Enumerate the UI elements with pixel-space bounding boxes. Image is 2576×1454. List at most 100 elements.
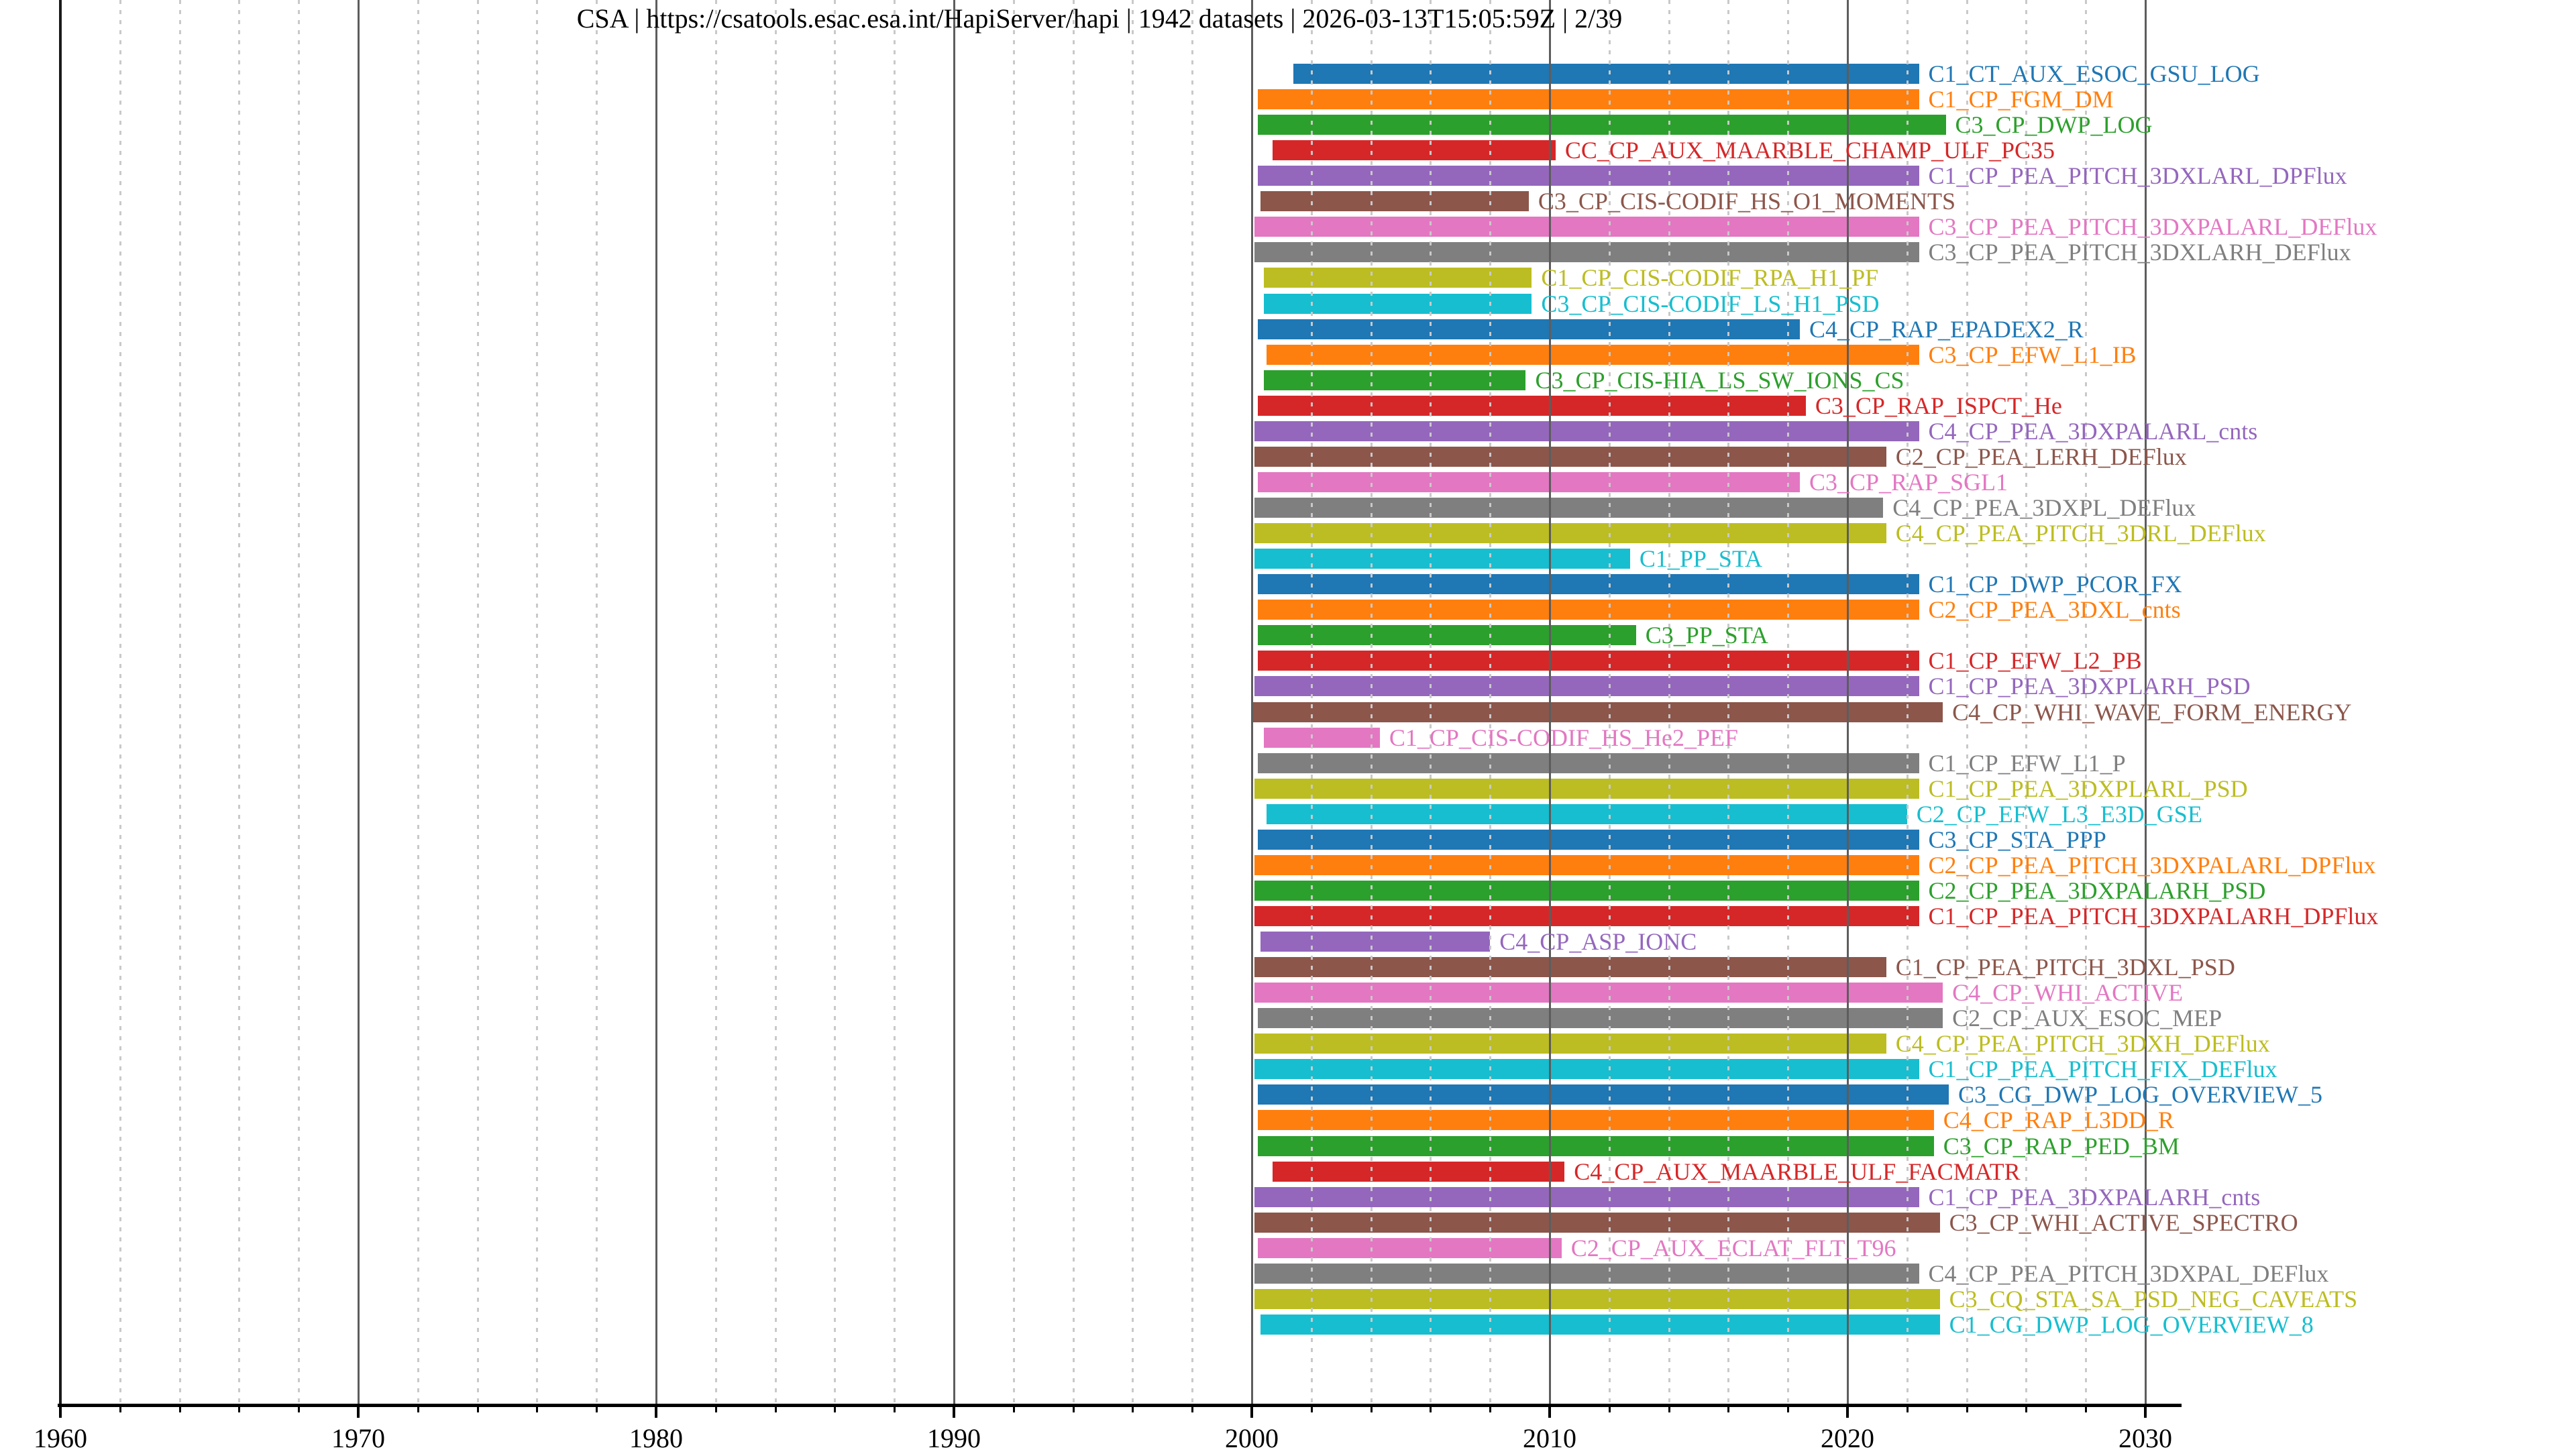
minor-gridline <box>1489 0 1492 1404</box>
dataset-label: C2_CP_AUX_ESOC_MEP <box>1952 1005 2222 1032</box>
minor-gridline <box>774 0 777 1404</box>
decade-gridline <box>1251 0 1253 1404</box>
minor-tick <box>536 1404 539 1412</box>
dataset-bar <box>1254 676 1919 697</box>
dataset-bar <box>1254 421 1919 441</box>
dataset-label: C3_CP_EFW_L1_IB <box>1928 341 2137 368</box>
dataset-bar <box>1260 191 1529 212</box>
dataset-label: C3_CP_CIS-CODIF_HS_O1_MOMENTS <box>1538 188 1956 215</box>
dataset-label: C1_CP_CIS-CODIF_RPA_H1_PF <box>1541 264 1879 292</box>
dataset-label: C4_CP_PEA_3DXPALARL_cnts <box>1928 417 2258 445</box>
dataset-label: C3_CG_DWP_LOG_OVERVIEW_5 <box>1957 1081 2323 1109</box>
dataset-label: C1_CP_PEA_PITCH_3DXL_PSD <box>1895 954 2235 981</box>
dataset-label: C3_CP_RAP_PED_BM <box>1943 1132 2180 1160</box>
dataset-label: C1_CP_PEA_3DXPALARH_cnts <box>1928 1183 2261 1211</box>
minor-gridline <box>894 0 896 1404</box>
x-tick-label: 2020 <box>1821 1423 1874 1453</box>
minor-tick <box>2025 1404 2028 1412</box>
major-tick <box>1846 1404 1849 1418</box>
dataset-bar <box>1257 1008 1943 1029</box>
minor-gridline <box>417 0 419 1404</box>
major-tick <box>1548 1404 1551 1418</box>
dataset-label: C3_CP_STA_PPP <box>1928 826 2106 853</box>
minor-gridline <box>1310 0 1313 1404</box>
x-tick-label: 2030 <box>2118 1423 2172 1453</box>
dataset-label: C1_CT_AUX_ESOC_GSU_LOG <box>1928 60 2260 87</box>
dataset-bar <box>1254 217 1919 237</box>
dataset-label: C1_CP_PEA_PITCH_FIX_DEFlux <box>1928 1056 2277 1083</box>
dataset-label: C3_CP_CIS-CODIF_LS_H1_PSD <box>1541 290 1880 317</box>
dataset-label: C2_CP_PEA_3DXL_cnts <box>1928 596 2181 624</box>
dataset-label: C3_PP_STA <box>1645 622 1768 649</box>
dataset-bar <box>1263 727 1380 748</box>
dataset-bar <box>1273 1161 1565 1182</box>
x-tick-label: 1960 <box>34 1423 87 1453</box>
minor-tick <box>2085 1404 2088 1412</box>
minor-tick <box>1072 1404 1075 1412</box>
dataset-bar <box>1257 574 1919 595</box>
dataset-label: C4_CP_RAP_L3DD_R <box>1943 1107 2174 1134</box>
dataset-label: C1_CP_FGM_DM <box>1928 86 2114 113</box>
dataset-label: C1_CP_PEA_3DXPLARH_PSD <box>1928 673 2251 700</box>
dataset-label: C3_CP_RAP_ISPCT_He <box>1815 392 2062 419</box>
x-tick-label: 1970 <box>331 1423 385 1453</box>
dataset-label: C1_CG_DWP_LOG_OVERVIEW_8 <box>1949 1310 2314 1338</box>
minor-tick <box>834 1404 837 1412</box>
dataset-label: C4_CP_WHI_ACTIVE <box>1952 979 2184 1007</box>
minor-gridline <box>1727 0 1730 1404</box>
dataset-bar <box>1293 64 1919 84</box>
x-tick-label: 2000 <box>1225 1423 1279 1453</box>
dataset-bar <box>1254 549 1630 569</box>
dataset-bar <box>1263 370 1526 390</box>
dataset-bar <box>1254 983 1943 1003</box>
major-tick <box>357 1404 360 1418</box>
dataset-bar <box>1257 115 1946 135</box>
dataset-label: C4_CP_PEA_PITCH_3DXPAL_DEFlux <box>1928 1260 2329 1287</box>
chart-title: CSA | https://csatools.esac.esa.int/Hapi… <box>576 3 1623 34</box>
dataset-label: C4_CP_PEA_PITCH_3DRL_DEFlux <box>1895 520 2266 547</box>
dataset-label: C3_CP_CIS-HIA_LS_SW_IONS_CS <box>1535 366 1904 394</box>
dataset-label: C4_CP_WHI_WAVE_FORM_ENERGY <box>1952 698 2352 726</box>
dataset-bar <box>1257 600 1919 620</box>
minor-gridline <box>119 0 121 1404</box>
dataset-bar <box>1263 268 1532 288</box>
decade-gridline <box>1549 0 1551 1404</box>
dataset-label: C4_CP_PEA_3DXPL_DEFlux <box>1892 494 2196 522</box>
dataset-bar <box>1254 854 1919 875</box>
x-tick-label: 2010 <box>1523 1423 1576 1453</box>
dataset-label: C3_CP_WHI_ACTIVE_SPECTRO <box>1949 1209 2298 1236</box>
minor-tick <box>1787 1404 1790 1412</box>
minor-tick <box>1608 1404 1611 1412</box>
dataset-bar <box>1257 1135 1934 1156</box>
dataset-label: C1_PP_STA <box>1639 545 1763 573</box>
dataset-label: C1_CP_PEA_PITCH_3DXPALARH_DPFlux <box>1928 902 2379 930</box>
dataset-bar <box>1257 395 1806 416</box>
dataset-bar <box>1263 293 1532 314</box>
dataset-bar <box>1257 471 1800 492</box>
dataset-bar <box>1254 1288 1940 1309</box>
minor-tick <box>1906 1404 1909 1412</box>
minor-tick <box>714 1404 717 1412</box>
dataset-bar <box>1254 446 1886 467</box>
minor-tick <box>1966 1404 1968 1412</box>
dataset-label: C3_CP_PEA_PITCH_3DXPALARL_DEFlux <box>1928 213 2377 241</box>
minor-tick <box>1430 1404 1432 1412</box>
dataset-bar <box>1257 625 1636 646</box>
minor-gridline <box>1370 0 1373 1404</box>
minor-tick <box>1310 1404 1313 1412</box>
dataset-label: C4_CP_ASP_IONC <box>1499 928 1697 956</box>
dataset-bar <box>1254 1033 1886 1054</box>
dataset-label: C3_CP_DWP_LOG <box>1955 111 2153 139</box>
decade-gridline <box>358 0 360 1404</box>
dataset-bar <box>1260 1314 1940 1335</box>
dataset-bar <box>1257 166 1919 186</box>
major-tick <box>1250 1404 1253 1418</box>
dataset-bar <box>1254 498 1884 518</box>
dataset-label: C2_CP_AUX_ECLAT_FLT_T96 <box>1570 1234 1896 1262</box>
dataset-label: C3_CP_PEA_PITCH_3DXLARH_DEFlux <box>1928 239 2351 266</box>
minor-tick <box>476 1404 479 1412</box>
minor-tick <box>417 1404 419 1412</box>
dataset-bar <box>1257 829 1919 850</box>
decade-gridline <box>1847 0 1849 1404</box>
